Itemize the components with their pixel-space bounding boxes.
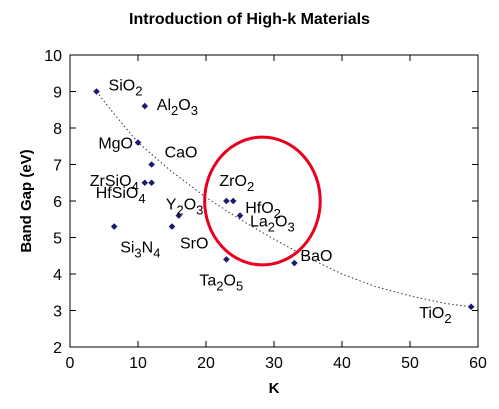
label-hfsio4: HfSiO4 bbox=[96, 185, 146, 206]
point-cao bbox=[148, 161, 155, 168]
x-tick-label-5: 50 bbox=[401, 355, 419, 372]
label-y2o3: Y2O3 bbox=[166, 197, 204, 218]
point-zro2 bbox=[223, 197, 230, 205]
point-zrsio4 bbox=[141, 179, 149, 187]
x-tick-label-2: 20 bbox=[197, 355, 215, 372]
point-bao bbox=[291, 259, 298, 267]
label-sro: SrO bbox=[180, 236, 208, 253]
trend-line bbox=[96, 91, 472, 308]
label-tio2: TiO2 bbox=[419, 305, 451, 326]
label-ta2o5: Ta2O5 bbox=[199, 272, 243, 293]
point-la2o3 bbox=[236, 212, 244, 219]
label-cao: CaO bbox=[165, 145, 198, 162]
data-points bbox=[93, 88, 475, 311]
point-al2o3 bbox=[141, 102, 149, 110]
point-si3n4 bbox=[110, 223, 118, 230]
trend-group bbox=[96, 91, 472, 308]
point-sro bbox=[168, 223, 176, 230]
label-zro2: ZrO2 bbox=[219, 173, 254, 194]
highlight-group bbox=[203, 135, 322, 267]
label-mgo: MgO bbox=[98, 136, 133, 153]
y-axis-title: Band Gap (eV) bbox=[18, 149, 35, 252]
point-y2o3 bbox=[175, 212, 183, 219]
y-tick-label-3: 5 bbox=[53, 231, 62, 248]
highlight-circle bbox=[203, 135, 322, 267]
axis-ticks: 0 10 20 30 40 50 60 2 3 4 5 6 7 8 9 10 bbox=[44, 48, 487, 372]
x-tick-label-0: 0 bbox=[66, 355, 75, 372]
point-ta2o5 bbox=[223, 256, 230, 263]
point-hfo2 bbox=[229, 197, 237, 205]
y-tick-label-8: 10 bbox=[44, 48, 62, 65]
point-mgo bbox=[134, 139, 142, 146]
x-tick-label-4: 40 bbox=[333, 355, 351, 372]
label-bao: BaO bbox=[300, 248, 332, 265]
point-hfsio4 bbox=[148, 179, 155, 187]
point-tio2 bbox=[467, 303, 475, 311]
y-tick-label-6: 8 bbox=[53, 121, 62, 138]
label-sio2: SiO2 bbox=[109, 78, 143, 99]
y-tick-label-4: 6 bbox=[53, 194, 62, 211]
x-tick-label-3: 30 bbox=[265, 355, 283, 372]
label-al2o3: Al2O3 bbox=[157, 97, 198, 118]
y-tick-label-2: 4 bbox=[53, 267, 62, 284]
y-tick-label-5: 7 bbox=[53, 158, 62, 175]
label-la2o3: La2O3 bbox=[250, 214, 295, 235]
label-zrsio4: ZrSiO4 bbox=[90, 173, 139, 194]
label-si3n4: Si3N4 bbox=[120, 240, 160, 261]
x-tick-label-1: 10 bbox=[129, 355, 147, 372]
chart-title: Introduction of High-k Materials bbox=[129, 11, 370, 28]
x-axis-title: K bbox=[269, 380, 280, 397]
x-tick-label-6: 60 bbox=[469, 355, 487, 372]
y-tick-label-0: 2 bbox=[53, 340, 62, 357]
label-hfo2: HfO2 bbox=[245, 200, 281, 221]
point-sio2 bbox=[93, 88, 100, 95]
y-tick-label-7: 9 bbox=[53, 85, 62, 102]
y-tick-label-1: 3 bbox=[53, 304, 62, 321]
